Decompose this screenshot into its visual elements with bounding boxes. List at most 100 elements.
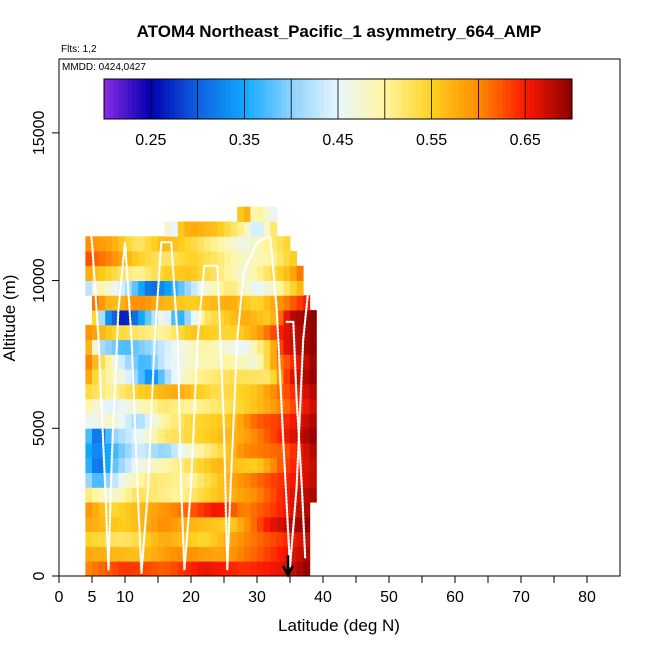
heatmap-cell (125, 487, 132, 503)
heatmap-cell (197, 339, 205, 355)
heatmap-cell (125, 502, 132, 518)
heatmap-cell (158, 324, 165, 341)
heatmap-cell (144, 324, 152, 341)
heatmap-cell (184, 295, 192, 311)
heatmap-cell (144, 428, 152, 444)
heatmap-cell (111, 428, 119, 444)
heatmap-cell (250, 369, 258, 385)
heatmap-cell (118, 428, 126, 444)
heatmap-cell (224, 280, 231, 296)
heatmap-cell (164, 457, 172, 473)
heatmap-cell (184, 531, 192, 547)
heatmap-cell (303, 383, 311, 400)
colorbar-segment (216, 79, 222, 119)
heatmap-cell (177, 516, 185, 533)
heatmap-cell (138, 398, 146, 414)
heatmap-cell (92, 457, 99, 473)
heatmap-cell (197, 236, 205, 252)
heatmap-cell (263, 472, 271, 488)
arrow-head (281, 565, 295, 578)
heatmap-cell (151, 398, 159, 414)
heatmap-cell (224, 443, 231, 459)
colorbar-segment (342, 79, 348, 119)
heatmap-cell (144, 502, 152, 518)
heatmap-cell (243, 221, 251, 237)
heatmap-cell (191, 502, 198, 518)
colorbar-segment (520, 79, 526, 119)
heatmap-cell (270, 428, 278, 444)
heatmap-cell (151, 251, 159, 267)
heatmap-cell (184, 443, 192, 459)
heatmap-cell (270, 236, 278, 252)
heatmap-cell (270, 295, 278, 311)
heatmap-cell (224, 398, 231, 414)
heatmap-cell (257, 472, 264, 488)
colorbar-segment (146, 79, 152, 119)
heatmap-cell (237, 383, 245, 400)
heatmap-cell (263, 413, 271, 429)
heatmap-cell (105, 236, 113, 252)
y-tick-label: 0 (31, 571, 48, 580)
heatmap-cell (276, 502, 284, 518)
heatmap-cell (243, 472, 251, 488)
heatmap-cell (210, 221, 218, 237)
colorbar-segment (155, 79, 161, 119)
heatmap-cell (118, 310, 126, 326)
heatmap-cell (270, 324, 278, 341)
heatmap-cell (158, 502, 165, 518)
heatmap-cell (309, 339, 317, 355)
heatmap-cell (270, 487, 278, 503)
heatmap-cell (144, 295, 152, 311)
heatmap-cell (191, 251, 198, 267)
heatmap-cell (151, 310, 159, 326)
heatmap-cell (263, 236, 271, 252)
heatmap-cell (263, 324, 271, 341)
colorbar-segment (253, 79, 259, 119)
heatmap-cell (283, 413, 291, 429)
heatmap-cell (276, 251, 284, 267)
x-tick-label: 5 (88, 589, 97, 606)
heatmap-cell (224, 324, 231, 341)
heatmap-cell (151, 383, 159, 400)
heatmap-cell (257, 398, 264, 414)
colorbar-segment (249, 79, 255, 119)
heatmap-cell (197, 531, 205, 547)
heatmap-cell (283, 546, 291, 562)
heatmap-cell (184, 472, 192, 488)
heatmap-cell (303, 398, 311, 414)
heatmap-cell (144, 531, 152, 547)
heatmap-cell (111, 561, 119, 577)
location-arrow (281, 555, 295, 578)
heatmap-cell (204, 383, 212, 400)
heatmap-cell (243, 457, 251, 473)
heatmap-cell (197, 324, 205, 341)
colorbar-segment (492, 79, 498, 119)
colorbar-segment (352, 79, 358, 119)
heatmap-cell (85, 443, 93, 459)
heatmap-cell (184, 383, 192, 400)
heatmap-cell (111, 251, 119, 267)
heatmap-cell (283, 295, 291, 311)
heatmap-cell (276, 487, 284, 503)
colorbar-segment (333, 79, 339, 119)
heatmap-cell (257, 206, 264, 222)
heatmap-cell (111, 265, 119, 281)
heatmap-cell (171, 221, 179, 237)
heatmap-cell (138, 502, 146, 518)
heatmap-cell (171, 546, 179, 562)
heatmap-cell (283, 443, 291, 459)
heatmap-cell (158, 457, 165, 473)
heatmap-cell (197, 383, 205, 400)
heatmap-cell (230, 251, 238, 267)
heatmap-cell (144, 339, 152, 355)
colorbar-segment (431, 79, 437, 119)
heatmap-cell (270, 516, 278, 533)
colorbar-segment (483, 79, 489, 119)
colorbar-segment (291, 79, 297, 119)
heatmap-cell (138, 428, 146, 444)
heatmap-cell (204, 236, 212, 252)
heatmap-cell (210, 502, 218, 518)
heatmap-cell (230, 354, 238, 370)
heatmap-cell (210, 561, 218, 577)
heatmap-cell (85, 502, 93, 518)
